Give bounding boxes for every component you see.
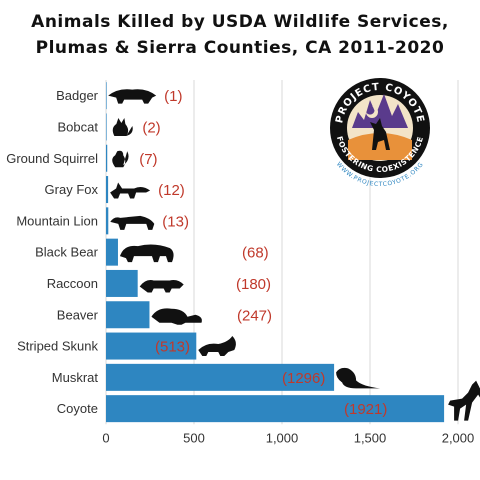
animal-shape [110,182,151,199]
data-label: (13) [162,213,189,230]
logo-mountains [352,94,408,128]
data-label: (7) [139,151,157,168]
x-tick-label: 2,000 [442,430,475,445]
moon-icon [366,106,378,118]
chart-title-line-2: Plumas & Sierra Counties, CA 2011-2020 [35,38,445,58]
bar-ground-squirrel [106,144,108,172]
animal-shape [108,89,157,104]
category-label: Bobcat [58,119,99,134]
bar-beaver [106,301,150,329]
animal-shape [110,215,155,230]
animal-shape [112,117,133,136]
animal-silhouette-icon [448,380,480,421]
animal-shape [448,380,480,421]
data-labels: (1)(2) (7)(12) (13) (68) (180) (247) (513) (129… [139,88,387,418]
animal-silhouette-icon [139,279,184,293]
project-coyote-logo: PROJECT COYOTE FOSTERING COEXISTENCE WWW… [330,78,430,188]
bar-black-bear [106,238,118,266]
category-label: Ground Squirrel [6,151,98,166]
coyote-howling-icon [370,118,390,150]
animal-silhouette-icon [112,150,129,168]
category-label: Striped Skunk [17,339,98,354]
bar-bobcat [106,113,107,141]
animal-silhouette-icon [198,336,236,357]
bar-raccoon [106,269,138,297]
x-tick-label: 1,000 [266,430,299,445]
animal-silhouette-icon [119,244,174,263]
animal-silhouette-icon [112,117,133,136]
bar-gray-fox [106,176,109,204]
category-label: Muskrat [52,370,99,385]
animal-shape [198,336,236,357]
x-tick-labels: 0 500 1,000 1,500 2,000 [102,430,474,445]
data-label: (1296) [282,370,325,387]
animal-shape [336,367,381,389]
logo-sunset [348,133,412,160]
category-label: Badger [56,88,99,103]
data-label: (68) [242,245,269,262]
data-label: (513) [155,339,190,356]
bar-badger [106,82,107,110]
x-tick-label: 500 [183,430,205,445]
x-tick-label: 0 [102,430,109,445]
bars [106,82,445,423]
bar-muskrat [106,363,335,391]
data-label: (1) [164,88,182,105]
category-label: Mountain Lion [16,213,98,228]
animal-silhouette-icon [336,367,381,389]
data-label: (247) [237,307,272,324]
category-label: Coyote [57,401,98,416]
animal-silhouettes [108,89,480,421]
chart-title-line-1: Animals Killed by USDA Wildlife Services… [31,12,449,32]
x-tick-label: 1,500 [354,430,387,445]
data-label: (180) [236,276,271,293]
bar-coyote [106,395,445,423]
category-label: Beaver [57,307,99,322]
data-label: (2) [142,119,160,136]
animal-silhouette-icon [110,215,155,230]
category-labels: Badger Bobcat Ground Squirrel Gray Fox Mount… [6,88,98,416]
category-label: Gray Fox [45,182,99,197]
animal-silhouette-icon [110,182,151,199]
animal-shape [119,244,174,263]
category-label: Black Bear [35,245,99,260]
bar-striped-skunk [106,332,197,360]
animal-shape [139,279,184,293]
data-label: (1921) [344,401,387,418]
bar-mountain-lion [106,207,109,235]
animal-silhouette-icon [108,89,157,104]
animal-shape [151,308,202,325]
animal-shape [112,150,129,168]
data-label: (12) [158,182,185,199]
category-label: Raccoon [47,276,98,291]
animal-silhouette-icon [151,308,202,325]
